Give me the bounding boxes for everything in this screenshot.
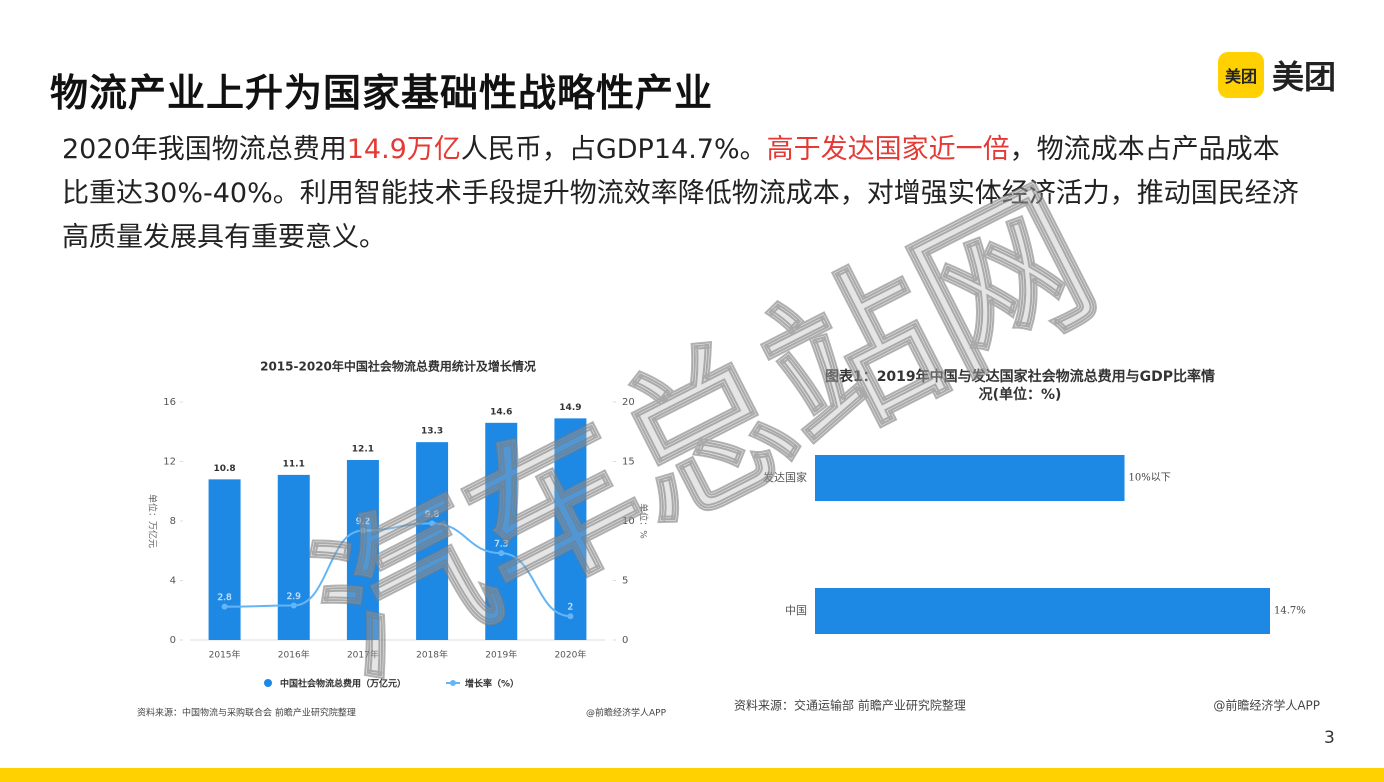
- bar: [416, 442, 449, 640]
- bar-label: 14.9: [559, 403, 581, 413]
- y-tick-label: 16: [163, 397, 176, 408]
- legend-label: 增长率（%）: [465, 678, 519, 690]
- line-label: 2: [568, 603, 574, 613]
- y-axis-label: 单位：万亿元: [147, 494, 159, 548]
- line-marker: [221, 603, 228, 610]
- credit: @前瞻经济学人APP: [586, 707, 667, 719]
- logo-text: 美团: [1272, 58, 1337, 96]
- text-segment: 2020年我国物流总费用: [62, 134, 347, 165]
- legend-label: 中国社会物流总费用（万亿元）: [280, 678, 406, 690]
- x-tick-label: 2016年: [278, 649, 310, 661]
- body-text: 2020年我国物流总费用14.9万亿人民币，占GDP14.7%。高于发达国家近一…: [62, 128, 1302, 260]
- bar-label: 12.1: [352, 445, 374, 455]
- bar: [346, 460, 379, 640]
- line: [224, 522, 571, 618]
- chart-title: 图表1：2019年中国与发达国家社会物流总费用与GDP比率情况(单位：%): [825, 368, 1215, 403]
- bar-label: 11.1: [283, 459, 305, 469]
- bar-label: 14.7%: [1274, 606, 1306, 617]
- line-label: 9.2: [356, 517, 370, 527]
- y2-tick-label: 15: [622, 457, 635, 468]
- line-label: 9.8: [425, 510, 440, 520]
- bar-label: 14.6: [490, 407, 512, 417]
- legend-swatch: [450, 680, 456, 686]
- line-label: 7.3: [494, 540, 508, 550]
- line-label: 2.8: [217, 593, 232, 603]
- y-tick-label: 12: [163, 457, 176, 468]
- logo-icon: 美团: [1218, 52, 1264, 98]
- y2-axis-label: 单位：%: [638, 503, 650, 539]
- bottom-bar: [0, 768, 1384, 782]
- y2-tick-label: 0: [622, 635, 628, 646]
- text-segment: ，物流成本占产品成本比重达30%-40%。利用智能技术手段提升物流效率降低物流成…: [62, 134, 1299, 253]
- chart-title: 2015-2020年中国社会物流总费用统计及增长情况: [260, 359, 536, 374]
- highlight-text: 高于发达国家近一倍: [766, 134, 1010, 165]
- x-tick-label: 2019年: [485, 649, 517, 661]
- y2-tick-label: 20: [622, 397, 635, 408]
- logo: 美团 美团: [1218, 52, 1336, 98]
- source: 资料来源：交通运输部 前瞻产业研究院整理: [734, 698, 966, 713]
- line-marker: [429, 520, 436, 527]
- bar-label: 10%以下: [1129, 473, 1171, 484]
- y-tick-label: 4: [170, 576, 176, 587]
- legend-swatch: [264, 679, 272, 687]
- bar-label: 10.8: [213, 464, 235, 474]
- y-tick-label: 0: [170, 635, 176, 646]
- x-tick-label: 2017年: [347, 649, 379, 661]
- page-number: 3: [1324, 728, 1335, 748]
- credit: @前瞻经济学人APP: [1213, 698, 1320, 713]
- x-tick-label: 2018年: [416, 649, 448, 661]
- line-marker: [359, 527, 366, 534]
- y2-tick-label: 10: [622, 516, 635, 527]
- line-marker: [498, 550, 505, 557]
- x-tick-label: 2020年: [554, 649, 586, 661]
- y2-tick-label: 5: [622, 576, 628, 587]
- bar-label: 13.3: [421, 427, 443, 437]
- source: 资料来源：中国物流与采购联合会 前瞻产业研究院整理: [137, 707, 356, 719]
- y-tick-label: 8: [170, 516, 176, 527]
- line-marker: [567, 613, 574, 620]
- y-tick-label: 中国: [785, 604, 807, 617]
- bar: [554, 418, 587, 640]
- y-tick-label: 发达国家: [763, 470, 807, 484]
- title-line: 图表1：2019年中国与发达国家社会物流总费用与GDP比率情: [825, 368, 1215, 385]
- title-line: 况(单位：%): [979, 386, 1062, 403]
- line-marker: [290, 602, 297, 609]
- bar: [815, 455, 1125, 501]
- x-tick-label: 2015年: [209, 649, 241, 661]
- bar: [815, 588, 1270, 634]
- bar: [277, 474, 310, 640]
- slide-title: 物流产业上升为国家基础性战略性产业: [50, 71, 714, 115]
- line-label: 2.9: [287, 592, 302, 602]
- highlight-text: 14.9万亿: [346, 134, 461, 165]
- bar: [485, 422, 518, 640]
- text-segment: 人民币，占GDP14.7%。: [460, 134, 767, 165]
- bar: [208, 479, 241, 640]
